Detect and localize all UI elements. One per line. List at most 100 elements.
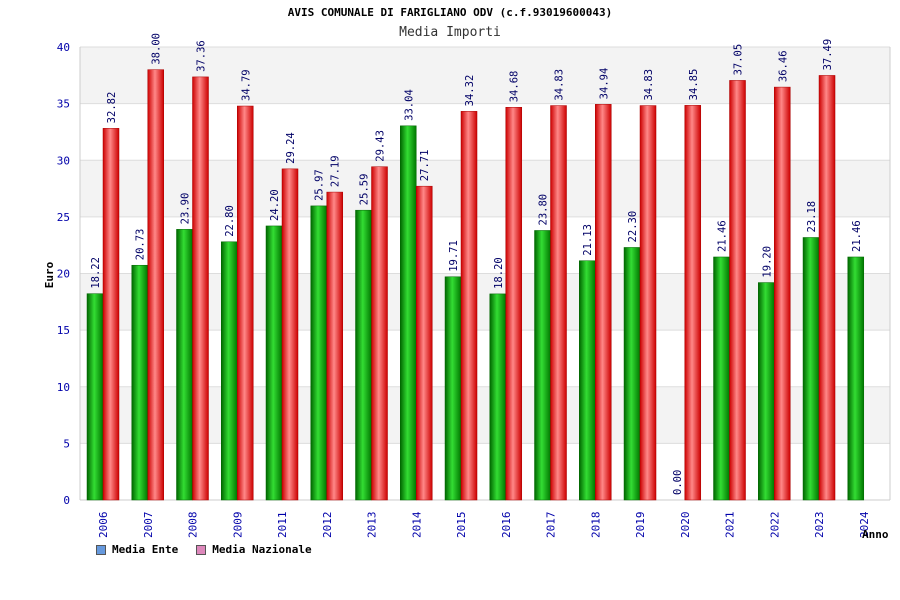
- y-tick-label: 25: [57, 211, 70, 224]
- grid-band: [80, 103, 890, 161]
- bar-media-ente: [265, 225, 283, 501]
- data-label: 33.04: [403, 89, 415, 121]
- chart-title: AVIS COMUNALE DI FARIGLIANO ODV (c.f.930…: [287, 6, 613, 19]
- grid-band: [80, 216, 890, 274]
- data-label: 22.80: [224, 205, 236, 237]
- x-tick-label: 2016: [500, 511, 513, 538]
- y-axis-label: Euro: [43, 261, 56, 288]
- bar-media-nazionale: [102, 128, 120, 501]
- bar-media-nazionale: [371, 166, 388, 501]
- data-label: 27.71: [419, 150, 431, 182]
- bar-media-nazionale: [684, 105, 702, 501]
- bar-media-ente: [534, 230, 551, 501]
- data-label: 29.43: [375, 130, 387, 162]
- data-label: 32.82: [106, 92, 118, 124]
- y-tick-labels: 0 5 10 15 20 25 30 35 40: [57, 41, 70, 507]
- x-tick-label: 2014: [410, 511, 423, 538]
- y-tick-label: 5: [63, 437, 70, 450]
- data-label: 34.94: [598, 68, 610, 100]
- y-tick-label: 30: [57, 154, 70, 167]
- data-label: 37.36: [196, 40, 208, 72]
- legend-item-media-ente: Media Ente: [96, 543, 178, 556]
- bar-media-ente: [623, 247, 641, 501]
- x-tick-label: 2019: [634, 512, 647, 539]
- legend-label-media-ente: Media Ente: [112, 543, 179, 556]
- legend-label-media-nazionale: Media Nazionale: [212, 543, 312, 556]
- data-label: 23.18: [806, 201, 818, 233]
- bar-media-nazionale: [326, 191, 344, 501]
- x-tick-label: 2020: [679, 512, 692, 539]
- data-label: 0.00: [672, 470, 684, 495]
- data-label: 34.32: [464, 75, 476, 107]
- data-label: 34.79: [240, 69, 252, 101]
- grid-band: [80, 47, 890, 104]
- x-tick-labels: 2006 2007 2008 2009 2011 2012 2013 2014 2015 2016…: [97, 511, 871, 538]
- x-tick-label: 2018: [589, 512, 602, 539]
- x-tick-label: 2007: [142, 512, 155, 539]
- bar-media-nazionale: [281, 168, 299, 501]
- grid-band: [80, 273, 890, 331]
- bar-media-ente: [579, 260, 596, 501]
- bar-media-ente: [758, 282, 775, 501]
- bar-media-nazionale: [550, 105, 567, 501]
- x-tick-label: 2008: [187, 512, 200, 539]
- bar-media-nazionale: [192, 76, 209, 501]
- data-label: 36.46: [777, 50, 789, 82]
- x-tick-label: 2024: [858, 511, 871, 538]
- bars: [86, 69, 865, 501]
- data-label: 18.22: [90, 257, 102, 289]
- bar-media-nazionale: [774, 86, 791, 501]
- bar-media-ente: [221, 241, 238, 501]
- bar-media-nazionale: [237, 105, 254, 501]
- data-label: 23.90: [180, 193, 192, 225]
- bar-media-nazionale: [460, 111, 478, 501]
- data-label: 34.83: [554, 69, 566, 101]
- data-label: 24.20: [269, 189, 281, 221]
- x-tick-label: 2011: [276, 512, 289, 539]
- legend: Media Ente Media Nazionale: [96, 543, 312, 556]
- x-tick-label: 2013: [366, 512, 379, 539]
- y-tick-label: 0: [63, 494, 70, 507]
- bar-media-ente: [489, 293, 507, 501]
- grid-band: [80, 386, 890, 444]
- grid-band: [80, 160, 890, 217]
- data-label: 21.46: [717, 220, 729, 252]
- data-label: 22.30: [627, 211, 639, 243]
- y-tick-label: 15: [57, 324, 70, 337]
- grid-band: [80, 443, 890, 500]
- bar-media-ente: [847, 256, 865, 501]
- bar-media-nazionale: [639, 105, 657, 501]
- grid-band: [80, 330, 890, 387]
- x-tick-label: 2021: [724, 512, 737, 539]
- bar-media-ente: [444, 276, 462, 501]
- data-label: 27.19: [330, 155, 342, 187]
- bar-media-ente: [131, 264, 149, 501]
- x-tick-label: 2015: [455, 512, 468, 539]
- axes: [79, 47, 891, 501]
- data-label: 25.59: [359, 174, 371, 206]
- x-tick-label: 2006: [97, 512, 110, 539]
- chart-subtitle: Media Importi: [399, 25, 501, 40]
- data-label: 37.05: [733, 44, 745, 76]
- x-tick-label: 2023: [813, 512, 826, 539]
- bar-media-nazionale: [818, 75, 836, 501]
- legend-item-media-nazionale: Media Nazionale: [196, 543, 312, 556]
- bar-media-ente: [355, 209, 372, 501]
- grid-bands: [80, 47, 890, 500]
- bar-media-ente: [400, 125, 417, 501]
- data-label: 29.24: [285, 132, 297, 164]
- x-tick-label: 2022: [768, 512, 781, 539]
- bar-media-nazionale: [595, 104, 612, 501]
- y-tick-label: 40: [57, 41, 70, 54]
- data-label: 19.71: [448, 240, 460, 272]
- bar-media-nazionale: [416, 185, 433, 501]
- data-label: 25.97: [314, 169, 326, 201]
- y-tick-label: 20: [57, 268, 70, 281]
- x-axis-label: Anno: [862, 528, 889, 541]
- data-label: 23.80: [538, 194, 550, 226]
- bar-media-nazionale: [147, 69, 165, 501]
- data-label: 34.85: [688, 69, 700, 101]
- bar-media-ente: [713, 256, 730, 501]
- x-tick-label: 2012: [321, 512, 334, 539]
